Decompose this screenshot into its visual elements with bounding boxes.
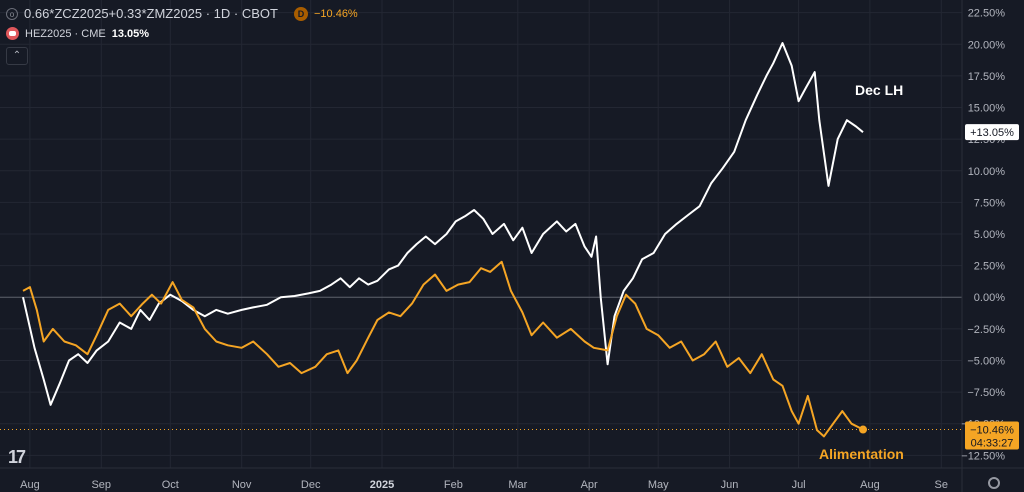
x-tick-label: May	[648, 479, 669, 491]
x-tick-label: Dec	[301, 479, 321, 491]
y-tick-label: 2.50%	[974, 261, 1005, 273]
gear-icon[interactable]	[988, 477, 1000, 489]
alimentation-price-badge-text: −10.46%	[970, 425, 1014, 437]
x-tick-label: Se	[935, 479, 948, 491]
y-tick-label: 15.00%	[968, 103, 1006, 115]
y-tick-label: 10.00%	[968, 166, 1006, 178]
tradingview-logo[interactable]: 17	[8, 447, 26, 467]
compare-symbol-title: HEZ2025 · CME	[25, 27, 106, 40]
x-tick-label: Oct	[162, 479, 179, 491]
y-tick-label: −12.50%	[961, 450, 1005, 462]
dec-lh-price-badge	[965, 124, 1019, 141]
main-symbol-title: 0.66*ZCZ2025+0.33*ZMZ2025 · 1D · CBOT	[24, 6, 278, 21]
x-tick-label: Jun	[721, 479, 739, 491]
alimentation-series-line	[22, 260, 864, 438]
y-tick-label: 17.50%	[968, 71, 1006, 83]
y-tick-label: −2.50%	[967, 324, 1005, 336]
y-tick-label: 5.00%	[974, 229, 1005, 241]
dec-lh-series-label: Dec LH	[855, 82, 903, 98]
y-tick-label: 7.50%	[974, 197, 1005, 209]
y-tick-label: −7.50%	[967, 387, 1005, 399]
x-tick-label: Nov	[232, 479, 252, 491]
x-tick-label: Aug	[20, 479, 40, 491]
y-tick-label: −5.00%	[967, 355, 1005, 367]
y-tick-label: 22.50%	[968, 8, 1006, 20]
main-symbol-legend[interactable]: o 0.66*ZCZ2025+0.33*ZMZ2025 · 1D · CBOT …	[6, 6, 358, 21]
main-symbol-change: −10.46%	[313, 7, 358, 20]
x-tick-label: Mar	[508, 479, 527, 491]
x-tick-label: Apr	[581, 479, 598, 491]
x-tick-label: 2025	[370, 479, 394, 491]
dec-lh-price-badge-text: +13.05%	[970, 127, 1014, 139]
y-tick-label: 20.00%	[968, 39, 1006, 51]
x-tick-label: Jul	[792, 479, 806, 491]
x-tick-label: Aug	[860, 479, 880, 491]
x-tick-label: Sep	[91, 479, 111, 491]
compare-symbol-change: 13.05%	[111, 27, 150, 40]
data-delay-icon[interactable]: D	[293, 6, 308, 21]
hog-icon	[6, 27, 19, 40]
collapse-legend-button[interactable]: ⌃	[6, 47, 28, 65]
y-tick-label: 0.00%	[974, 292, 1005, 304]
alimentation-last-point	[859, 425, 868, 434]
alimentation-series-label: Alimentation	[819, 446, 904, 462]
alimentation-price-badge	[965, 421, 1019, 450]
dec-lh-series-line	[22, 42, 864, 406]
bar-countdown-text: 04:33:27	[971, 438, 1014, 450]
compare-symbol-legend[interactable]: HEZ2025 · CME 13.05%	[6, 27, 149, 40]
symbol-status-icon: o	[6, 7, 18, 20]
x-tick-label: Feb	[444, 479, 463, 491]
